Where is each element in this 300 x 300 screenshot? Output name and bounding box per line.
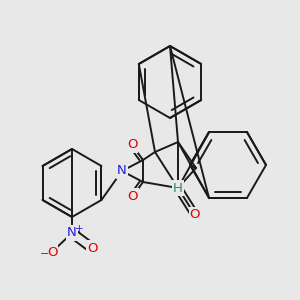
Text: +: + (75, 224, 84, 234)
Text: O: O (128, 190, 138, 202)
Text: N: N (67, 226, 77, 239)
Text: O: O (127, 139, 137, 152)
Text: −: − (40, 249, 49, 260)
Text: O: O (87, 242, 97, 254)
Text: H: H (173, 182, 183, 194)
Text: O: O (190, 208, 200, 221)
Text: O: O (47, 245, 57, 259)
Text: N: N (117, 164, 127, 178)
